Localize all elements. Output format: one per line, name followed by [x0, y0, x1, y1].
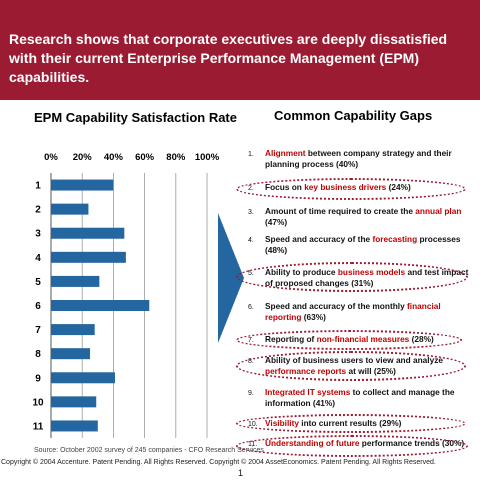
bar — [51, 348, 90, 360]
source-note: Source: October 2002 survey of 245 compa… — [34, 447, 264, 454]
category-label: 6 — [35, 301, 41, 312]
gap-number: 9. — [248, 390, 254, 397]
gap-text-part: Speed and accuracy of the monthly — [265, 301, 408, 311]
copyright-notice: Copyright © 2004 Accenture. Patent Pendi… — [1, 459, 436, 466]
gap-text-part: between company strategy and their plann… — [265, 148, 452, 169]
gap-text-part: Amount of time required to create the — [265, 206, 416, 216]
category-label: 8 — [35, 349, 41, 360]
highlight-oval — [236, 330, 462, 350]
gap-highlight: financial reporting — [265, 301, 441, 322]
category-label: 11 — [33, 421, 44, 432]
gap-text-part: processes (48%) — [265, 234, 461, 255]
category-label: 5 — [35, 277, 41, 288]
gap-number: 6. — [248, 304, 254, 311]
gap-text-part: (47%) — [265, 217, 288, 227]
category-label: 4 — [35, 253, 41, 264]
gap-text-part: to collect and manage the information (4… — [265, 387, 455, 408]
bar — [51, 203, 89, 215]
highlight-oval — [236, 351, 466, 381]
gap-text: Integrated IT systems to collect and man… — [265, 387, 473, 409]
x-tick-label: 60% — [135, 152, 155, 163]
bar — [51, 372, 115, 384]
bar — [51, 396, 97, 408]
x-tick-label: 40% — [104, 152, 124, 163]
gap-number: 1. — [248, 151, 254, 158]
bar — [51, 420, 98, 432]
highlight-oval — [236, 435, 468, 457]
gap-text-part: (63%) — [301, 312, 326, 322]
gap-text-part: Speed and accuracy of the — [265, 234, 373, 244]
category-label: 7 — [35, 325, 41, 336]
x-tick-label: 20% — [73, 152, 93, 163]
highlight-oval — [236, 414, 466, 433]
gap-number: 3. — [248, 209, 254, 216]
bar — [51, 324, 95, 336]
x-tick-label: 0% — [44, 152, 58, 163]
slide-title: Research shows that corporate executives… — [9, 31, 448, 85]
bar — [51, 275, 100, 287]
x-tick-label: 100% — [195, 152, 220, 163]
category-label: 9 — [35, 373, 41, 384]
title-banner: Research shows that corporate executives… — [0, 0, 480, 100]
gap-text: Speed and accuracy of the monthly financ… — [265, 301, 473, 323]
gap-number: 4. — [248, 237, 254, 244]
bar — [51, 300, 150, 311]
bar — [51, 251, 126, 263]
bar — [51, 179, 114, 191]
category-label: 10 — [32, 397, 44, 408]
gap-text: Alignment between company strategy and t… — [265, 148, 473, 170]
page-number: 1 — [238, 468, 244, 478]
gap-highlight: annual plan — [415, 206, 462, 216]
chart-title: EPM Capability Satisfaction Rate — [34, 110, 237, 125]
arrow-right-icon — [218, 213, 244, 343]
highlight-oval — [236, 262, 468, 292]
capability-gaps-list: 1. Alignment between company strategy and… — [236, 146, 476, 457]
gap-highlight: Alignment — [265, 148, 306, 158]
gaps-title: Common Capability Gaps — [274, 108, 433, 123]
gap-highlight: Integrated IT systems — [265, 387, 351, 397]
highlight-oval — [236, 178, 466, 200]
category-label: 3 — [35, 229, 41, 240]
x-tick-label: 80% — [166, 152, 186, 163]
category-label: 1 — [35, 181, 41, 192]
satisfaction-bar-chart: 0% 20% 40% 60% 80% 100% 1 2 3 4 5 6 7 8 9 10 11 — [32, 152, 220, 438]
gap-text: Amount of time required to create the an… — [265, 206, 473, 228]
bar — [51, 227, 125, 239]
category-label: 2 — [35, 205, 41, 216]
gap-text: Speed and accuracy of the forecasting pr… — [265, 234, 473, 256]
gap-highlight: forecasting — [372, 234, 418, 244]
